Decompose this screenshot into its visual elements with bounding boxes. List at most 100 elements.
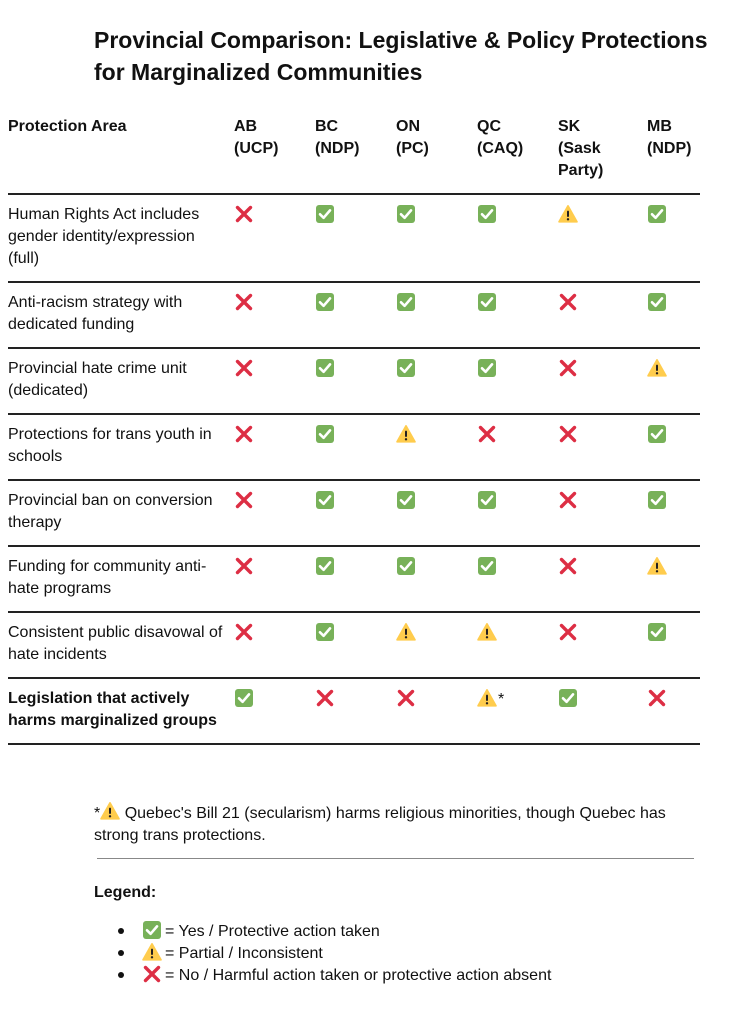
cross-mark-icon bbox=[647, 688, 667, 708]
check-mark-button-icon bbox=[647, 292, 667, 312]
cross-mark-icon bbox=[234, 292, 254, 312]
protection-area-cell: Provincial hate crime unit (dedicated) bbox=[8, 348, 234, 415]
status-cell-ab bbox=[234, 480, 315, 547]
status-cell-ab bbox=[234, 612, 315, 679]
status-cell-qc bbox=[477, 612, 558, 679]
status-cell-ab bbox=[234, 414, 315, 481]
protection-area-cell: Human Rights Act includes gender identit… bbox=[8, 194, 234, 283]
header-protection-area: Protection Area bbox=[8, 112, 234, 195]
legend-label: = No / Harmful action taken or protectiv… bbox=[165, 967, 552, 984]
warning-icon bbox=[477, 622, 497, 642]
cross-mark-icon bbox=[234, 204, 254, 224]
protection-area-cell: Protections for trans youth in schools bbox=[8, 414, 234, 481]
comparison-table: Protection Area AB (UCP) BC (NDP) ON (PC) Q… bbox=[8, 112, 700, 745]
status-cell-on bbox=[396, 414, 477, 481]
status-cell-qc: * bbox=[477, 678, 558, 745]
legend-title: Legend: bbox=[94, 884, 157, 901]
status-cell-bc bbox=[315, 414, 396, 481]
province-code: ON bbox=[396, 118, 420, 135]
status-cell-sk bbox=[558, 348, 647, 415]
status-cell-qc bbox=[477, 414, 558, 481]
warning-icon bbox=[647, 358, 667, 378]
status-cell-sk bbox=[558, 282, 647, 349]
protection-area-cell: Legislation that actively harms marginal… bbox=[8, 678, 234, 745]
check-mark-button-icon bbox=[558, 688, 578, 708]
status-cell-on bbox=[396, 678, 477, 745]
status-cell-on bbox=[396, 348, 477, 415]
warning-icon bbox=[142, 942, 162, 962]
status-cell-sk bbox=[558, 546, 647, 613]
table-row-public-disavowal: Consistent public disavowal of hate inci… bbox=[8, 612, 700, 679]
check-mark-button-icon bbox=[396, 490, 416, 510]
header-province-ab: AB (UCP) bbox=[234, 112, 315, 195]
status-cell-ab bbox=[234, 546, 315, 613]
table-row-hate-crime-unit: Provincial hate crime unit (dedicated) bbox=[8, 348, 700, 415]
province-code: QC bbox=[477, 118, 501, 135]
cross-mark-icon bbox=[396, 688, 416, 708]
warning-icon bbox=[396, 424, 416, 444]
status-cell-on bbox=[396, 282, 477, 349]
cross-mark-icon bbox=[558, 424, 578, 444]
table-header-row: Protection Area AB (UCP) BC (NDP) ON (PC) Q… bbox=[8, 112, 700, 195]
province-code: AB bbox=[234, 118, 258, 135]
status-cell-bc bbox=[315, 480, 396, 547]
status-cell-bc bbox=[315, 546, 396, 613]
check-mark-button-icon bbox=[477, 204, 497, 224]
check-mark-button-icon bbox=[396, 292, 416, 312]
status-cell-ab bbox=[234, 282, 315, 349]
protection-area-cell: Anti-racism strategy with dedicated fund… bbox=[8, 282, 234, 349]
warning-icon bbox=[558, 204, 578, 224]
province-code: SK bbox=[558, 118, 581, 135]
status-cell-mb bbox=[647, 612, 700, 679]
status-cell-sk bbox=[558, 480, 647, 547]
status-cell-bc bbox=[315, 348, 396, 415]
table-row-trans-youth: Protections for trans youth in schools bbox=[8, 414, 700, 481]
table-body: Human Rights Act includes gender identit… bbox=[8, 194, 700, 745]
status-cell-sk bbox=[558, 612, 647, 679]
check-mark-button-icon bbox=[477, 556, 497, 576]
check-mark-button-icon bbox=[477, 358, 497, 378]
cross-mark-icon bbox=[234, 490, 254, 510]
check-mark-button-icon bbox=[315, 622, 335, 642]
header-province-bc: BC (NDP) bbox=[315, 112, 396, 195]
cross-mark-icon bbox=[234, 424, 254, 444]
status-cell-ab bbox=[234, 348, 315, 415]
check-mark-button-icon bbox=[396, 358, 416, 378]
header-province-mb: MB (NDP) bbox=[647, 112, 700, 195]
warning-icon bbox=[477, 688, 497, 708]
status-cell-sk bbox=[558, 194, 647, 283]
status-cell-qc bbox=[477, 480, 558, 547]
cross-mark-icon bbox=[234, 556, 254, 576]
check-mark-button-icon bbox=[647, 204, 667, 224]
legend-list: = Yes / Protective action taken = Partia… bbox=[94, 920, 551, 986]
cross-mark-icon bbox=[315, 688, 335, 708]
status-cell-qc bbox=[477, 282, 558, 349]
status-cell-ab bbox=[234, 194, 315, 283]
status-cell-mb bbox=[647, 282, 700, 349]
divider bbox=[97, 858, 694, 859]
status-cell-sk bbox=[558, 414, 647, 481]
province-party: (PC) bbox=[396, 140, 429, 157]
check-mark-button-icon bbox=[315, 292, 335, 312]
status-cell-qc bbox=[477, 194, 558, 283]
check-mark-button-icon bbox=[647, 622, 667, 642]
check-mark-button-icon bbox=[142, 920, 162, 940]
protection-area-cell: Funding for community anti-hate programs bbox=[8, 546, 234, 613]
status-cell-mb bbox=[647, 348, 700, 415]
status-cell-mb bbox=[647, 546, 700, 613]
cross-mark-icon bbox=[558, 292, 578, 312]
province-party: (UCP) bbox=[234, 140, 279, 157]
check-mark-button-icon bbox=[315, 424, 335, 444]
cross-mark-icon bbox=[558, 490, 578, 510]
check-mark-button-icon bbox=[647, 490, 667, 510]
status-cell-qc bbox=[477, 348, 558, 415]
status-cell-bc bbox=[315, 612, 396, 679]
legend-label: = Yes / Protective action taken bbox=[165, 923, 380, 940]
province-party: (Sask Party) bbox=[558, 140, 604, 179]
check-mark-button-icon bbox=[315, 556, 335, 576]
province-party: (CAQ) bbox=[477, 140, 524, 157]
province-code: BC bbox=[315, 118, 339, 135]
legend-item-partial: = Partial / Inconsistent bbox=[94, 942, 551, 964]
status-cell-on bbox=[396, 612, 477, 679]
legend-item-yes: = Yes / Protective action taken bbox=[94, 920, 551, 942]
